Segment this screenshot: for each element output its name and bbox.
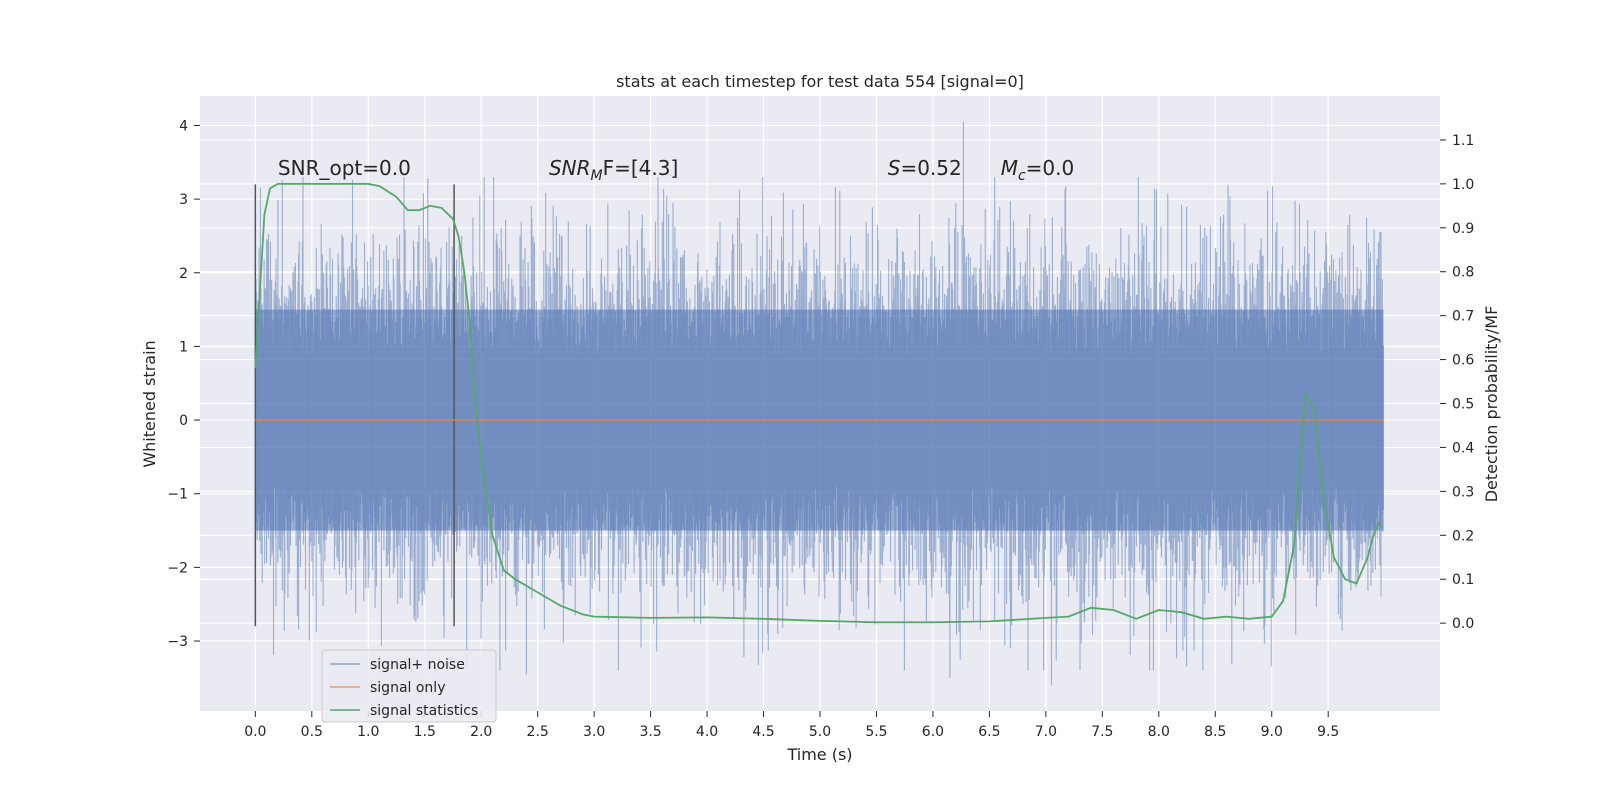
y-left-tick-label: −3 [167, 634, 188, 650]
vertical-markers [254, 184, 455, 627]
y-left-tick-label: −2 [167, 560, 188, 576]
annotations-layer: SNR_opt=0.0 SNRMF=[4.3] S=0.52 Mc=0.0 [278, 156, 1074, 184]
x-tick-label: 5.0 [809, 724, 831, 740]
x-tick-label: 1.0 [357, 724, 379, 740]
y-axis-label-left: Whitened strain [140, 340, 159, 467]
legend-label: signal statistics [370, 703, 478, 719]
y-right-tick-label: 0.8 [1452, 265, 1474, 281]
x-axis-label: Time (s) [786, 745, 852, 764]
x-tick-label: 9.5 [1317, 724, 1339, 740]
x-tick-label: 7.0 [1035, 724, 1057, 740]
y-axis-label-right: Detection probability/MF [1482, 306, 1501, 503]
chart-title: stats at each timestep for test data 554… [616, 72, 1024, 91]
x-tick-label: 0.0 [244, 724, 266, 740]
y-right-tick-label: 0.5 [1452, 397, 1474, 413]
y-left-tick-label: 1 [179, 339, 188, 355]
y-right-tick-label: 0.7 [1452, 309, 1474, 325]
y-right-tick-label: 0.1 [1452, 572, 1474, 588]
x-tick-label: 8.5 [1204, 724, 1226, 740]
legend-label: signal only [370, 680, 445, 696]
x-tick-label: 4.0 [696, 724, 718, 740]
stat-annotation-2: SNRMF=[4.3] [549, 156, 678, 184]
y-right-tick-label: 0.3 [1452, 484, 1474, 500]
x-tick-label: 7.5 [1091, 724, 1113, 740]
y-left-tick-label: 3 [179, 192, 188, 208]
x-tick-label: 3.0 [583, 724, 605, 740]
y-right-tick-label: 0.2 [1452, 528, 1474, 544]
stat-annotation-1: SNR_opt=0.0 [278, 156, 411, 180]
series-layer [254, 182, 1384, 624]
x-tick-label: 3.5 [639, 724, 661, 740]
y-right-tick-label: 1.1 [1452, 133, 1474, 149]
y-right-tick-label: 0.6 [1452, 353, 1474, 369]
y-left-tick-label: −1 [167, 487, 188, 503]
legend-box [321, 649, 497, 723]
x-tick-label: 4.5 [752, 724, 774, 740]
axes-layer: 0.0 0.5 1.0 1.5 2.0 2.5 3.0 3.5 4.0 4.5 5.0 5.5 6.0 6… [167, 118, 1474, 740]
y-right-tick-label: 0.4 [1452, 440, 1474, 456]
y-left-tick-label: 2 [179, 266, 188, 282]
stat-annotation-4: Mc=0.0 [1001, 156, 1075, 184]
x-tick-label: 9.0 [1261, 724, 1283, 740]
x-tick-label: 6.0 [922, 724, 944, 740]
x-tick-label: 6.5 [978, 724, 1000, 740]
legend: signal+ noise signal only signal statistic… [321, 649, 497, 723]
y-right-tick-label: 0.9 [1452, 221, 1474, 237]
stat-annotation-3: S=0.52 [888, 156, 962, 180]
y-left-tick-label: 4 [179, 118, 188, 134]
x-tick-label: 8.0 [1148, 724, 1170, 740]
x-tick-label: 2.5 [527, 724, 549, 740]
x-tick-label: 1.5 [414, 724, 436, 740]
y-left-tick-label: 0 [179, 413, 188, 429]
x-tick-label: 0.5 [301, 724, 323, 740]
x-tick-label: 5.5 [865, 724, 887, 740]
legend-label: signal+ noise [370, 657, 465, 673]
x-tick-label: 2.0 [470, 724, 492, 740]
y-right-tick-label: 1.0 [1452, 177, 1474, 193]
y-right-tick-label: 0.0 [1452, 616, 1474, 632]
signal-statistics-line [254, 182, 1380, 624]
